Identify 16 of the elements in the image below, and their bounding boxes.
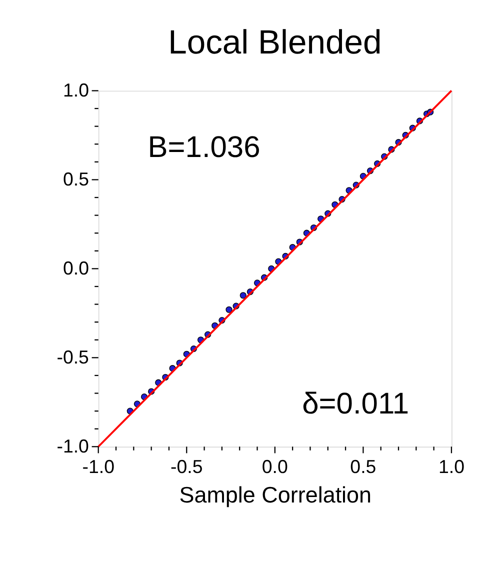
x-tick-label: 1.0 bbox=[438, 456, 464, 477]
y-tick-label: -1.0 bbox=[56, 435, 89, 456]
chart-title: Local Blended bbox=[168, 23, 382, 62]
point bbox=[226, 306, 232, 313]
annotation: δ=0.011 bbox=[302, 387, 410, 420]
y-tick-label: 0.0 bbox=[62, 257, 89, 278]
x-tick-label: 0.0 bbox=[262, 456, 288, 477]
annotation: B=1.036 bbox=[148, 131, 260, 164]
x-tick-label: -0.5 bbox=[170, 456, 203, 477]
x-tick-label: 0.5 bbox=[350, 456, 376, 477]
point bbox=[240, 292, 246, 299]
x-axis-title: Sample Correlation bbox=[179, 482, 372, 508]
y-tick-label: -0.5 bbox=[56, 346, 89, 368]
x-tick-label: -1.0 bbox=[82, 456, 114, 477]
y-tick-label: 1.0 bbox=[62, 79, 89, 100]
y-tick-label: 0.5 bbox=[62, 168, 89, 190]
